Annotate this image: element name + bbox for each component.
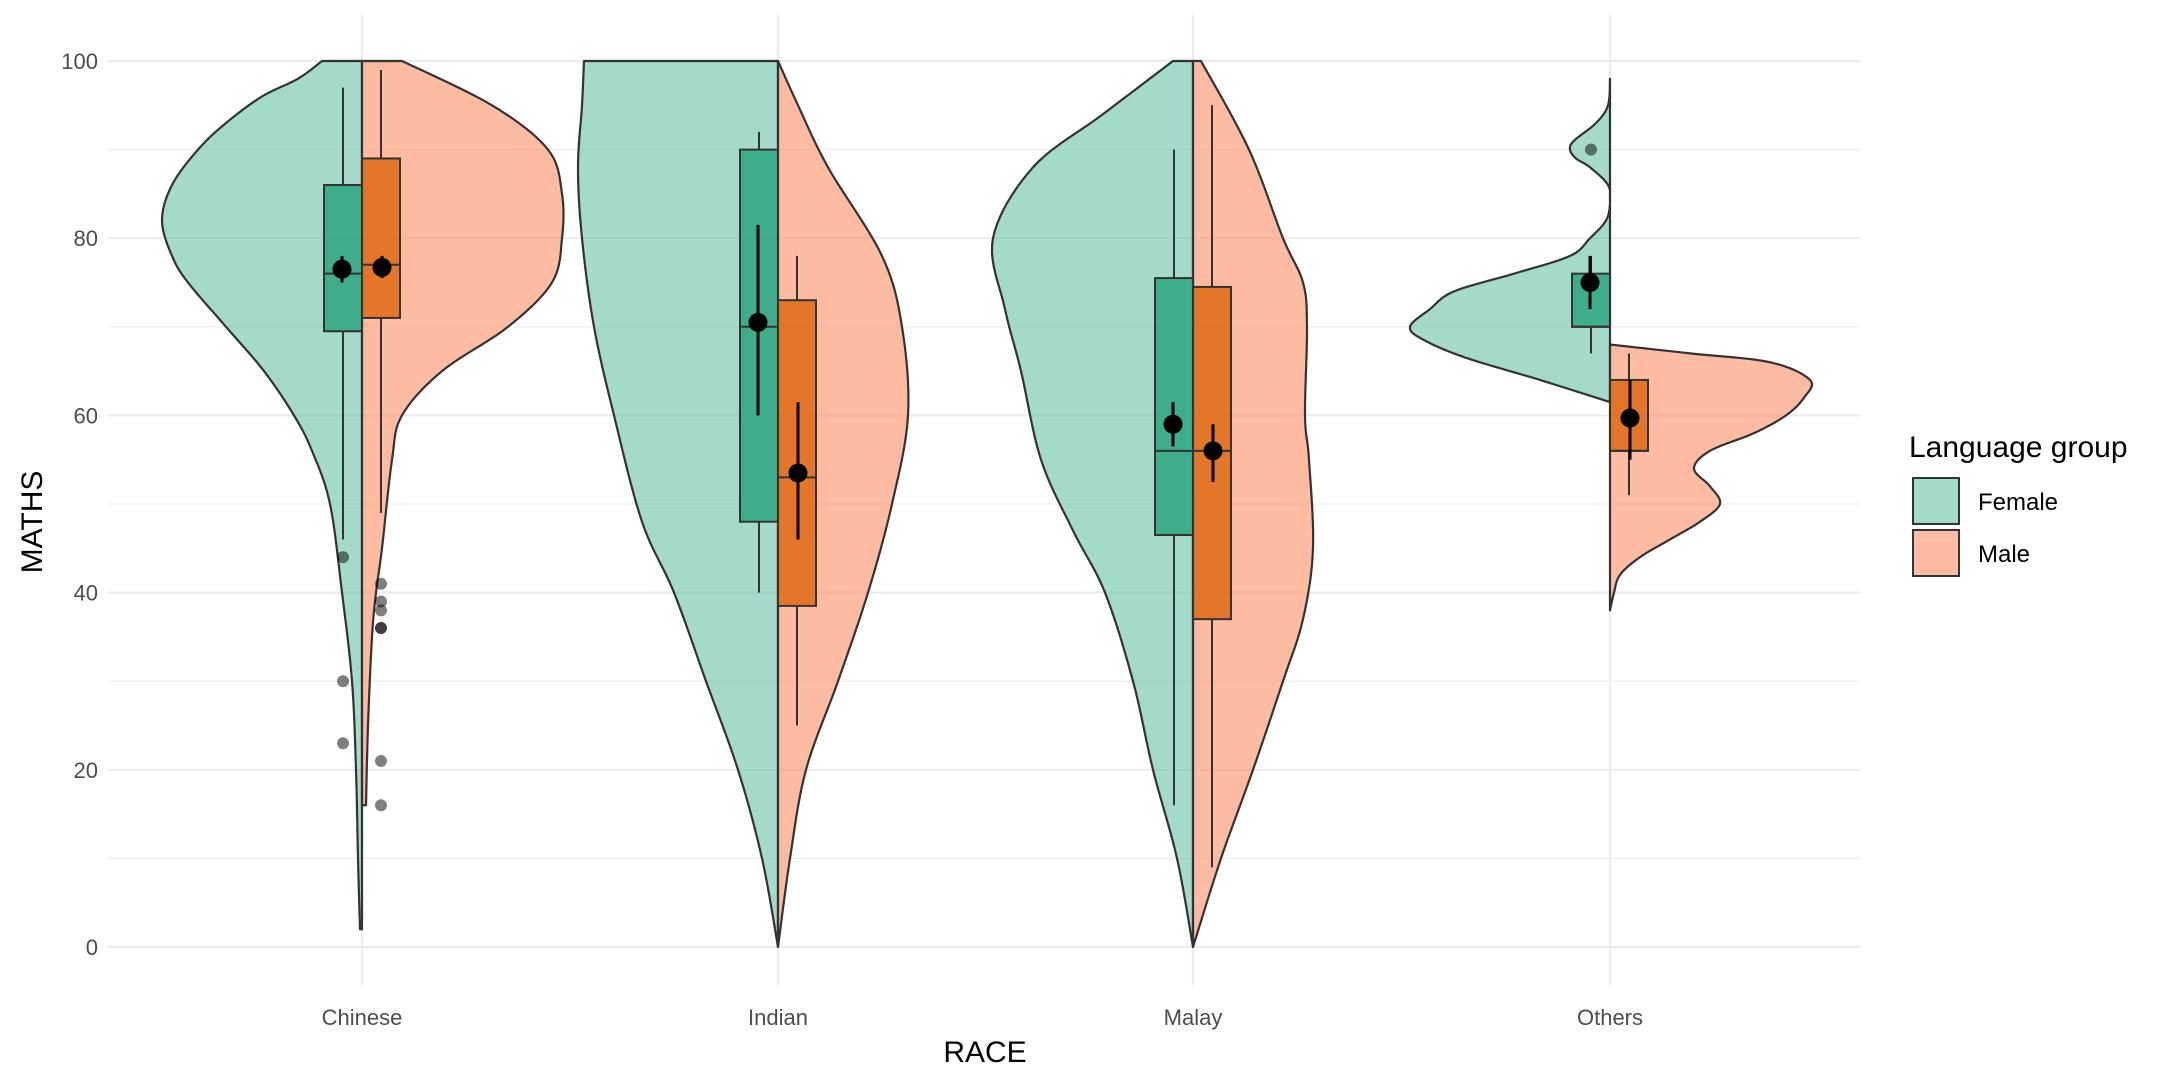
- outlier-chinese-male-6: [375, 799, 387, 812]
- mean-point-chinese-female: [332, 259, 352, 279]
- point-layer: [332, 143, 1640, 812]
- x-tick-label-indian: Indian: [748, 1005, 808, 1030]
- y-tick-label-0: 0: [86, 935, 98, 960]
- legend-label-male: Male: [1978, 541, 2030, 568]
- axis-layer: 0 20 40 60 80 100 Chinese Indian Malay Others: [61, 49, 1643, 1030]
- y-axis-title: MATHS: [16, 471, 49, 574]
- violin-malay-male: [1191, 59, 1315, 949]
- violin-malay-female: [990, 59, 1195, 949]
- outlier-chinese-male-4: [375, 622, 387, 635]
- outlier-chinese-female-0: [337, 551, 349, 564]
- y-tick-label-20: 20: [74, 758, 98, 783]
- outlier-chinese-female-2: [337, 737, 349, 750]
- violin-indian-female: [576, 59, 780, 949]
- mean-point-indian-female: [748, 312, 768, 332]
- x-tick-label-malay: Malay: [1164, 1005, 1223, 1030]
- legend-title: Language group: [1909, 431, 2128, 464]
- y-tick-label-60: 60: [74, 403, 98, 428]
- outlier-others-female-0: [1585, 143, 1597, 156]
- mean-point-others-female: [1580, 273, 1600, 292]
- box-chinese-male: [361, 157, 401, 319]
- violin-chinese-female: [160, 59, 364, 931]
- x-tick-label-others: Others: [1577, 1005, 1643, 1030]
- x-axis-title: RACE: [943, 1036, 1026, 1069]
- mean-point-others-male: [1620, 408, 1640, 428]
- legend-key-male: [1912, 529, 1960, 577]
- outlier-chinese-male-1: [375, 595, 387, 608]
- legend-key-female: [1912, 477, 1960, 525]
- y-tick-label-80: 80: [74, 226, 98, 251]
- outlier-chinese-male-5: [375, 754, 387, 767]
- outlier-chinese-female-1: [337, 675, 349, 688]
- mean-point-malay-female: [1163, 414, 1183, 434]
- mean-point-chinese-male: [372, 257, 392, 277]
- legend-label-female: Female: [1978, 489, 2058, 516]
- violin-others-female: [1408, 77, 1612, 404]
- x-tick-label-chinese: Chinese: [322, 1005, 403, 1030]
- outlier-chinese-male-2: [375, 604, 387, 617]
- violin-layer: [160, 59, 1814, 949]
- violin-others-male: [1608, 343, 1814, 612]
- mean-point-malay-male: [1203, 441, 1223, 461]
- mean-point-indian-male: [788, 463, 808, 483]
- y-tick-label-40: 40: [74, 581, 98, 606]
- outlier-chinese-male-0: [375, 577, 387, 590]
- legend: Language group Female Male: [1909, 431, 2128, 577]
- violin-chinese-male: [360, 59, 565, 807]
- violin-indian-male: [776, 59, 910, 949]
- y-tick-label-100: 100: [61, 49, 98, 74]
